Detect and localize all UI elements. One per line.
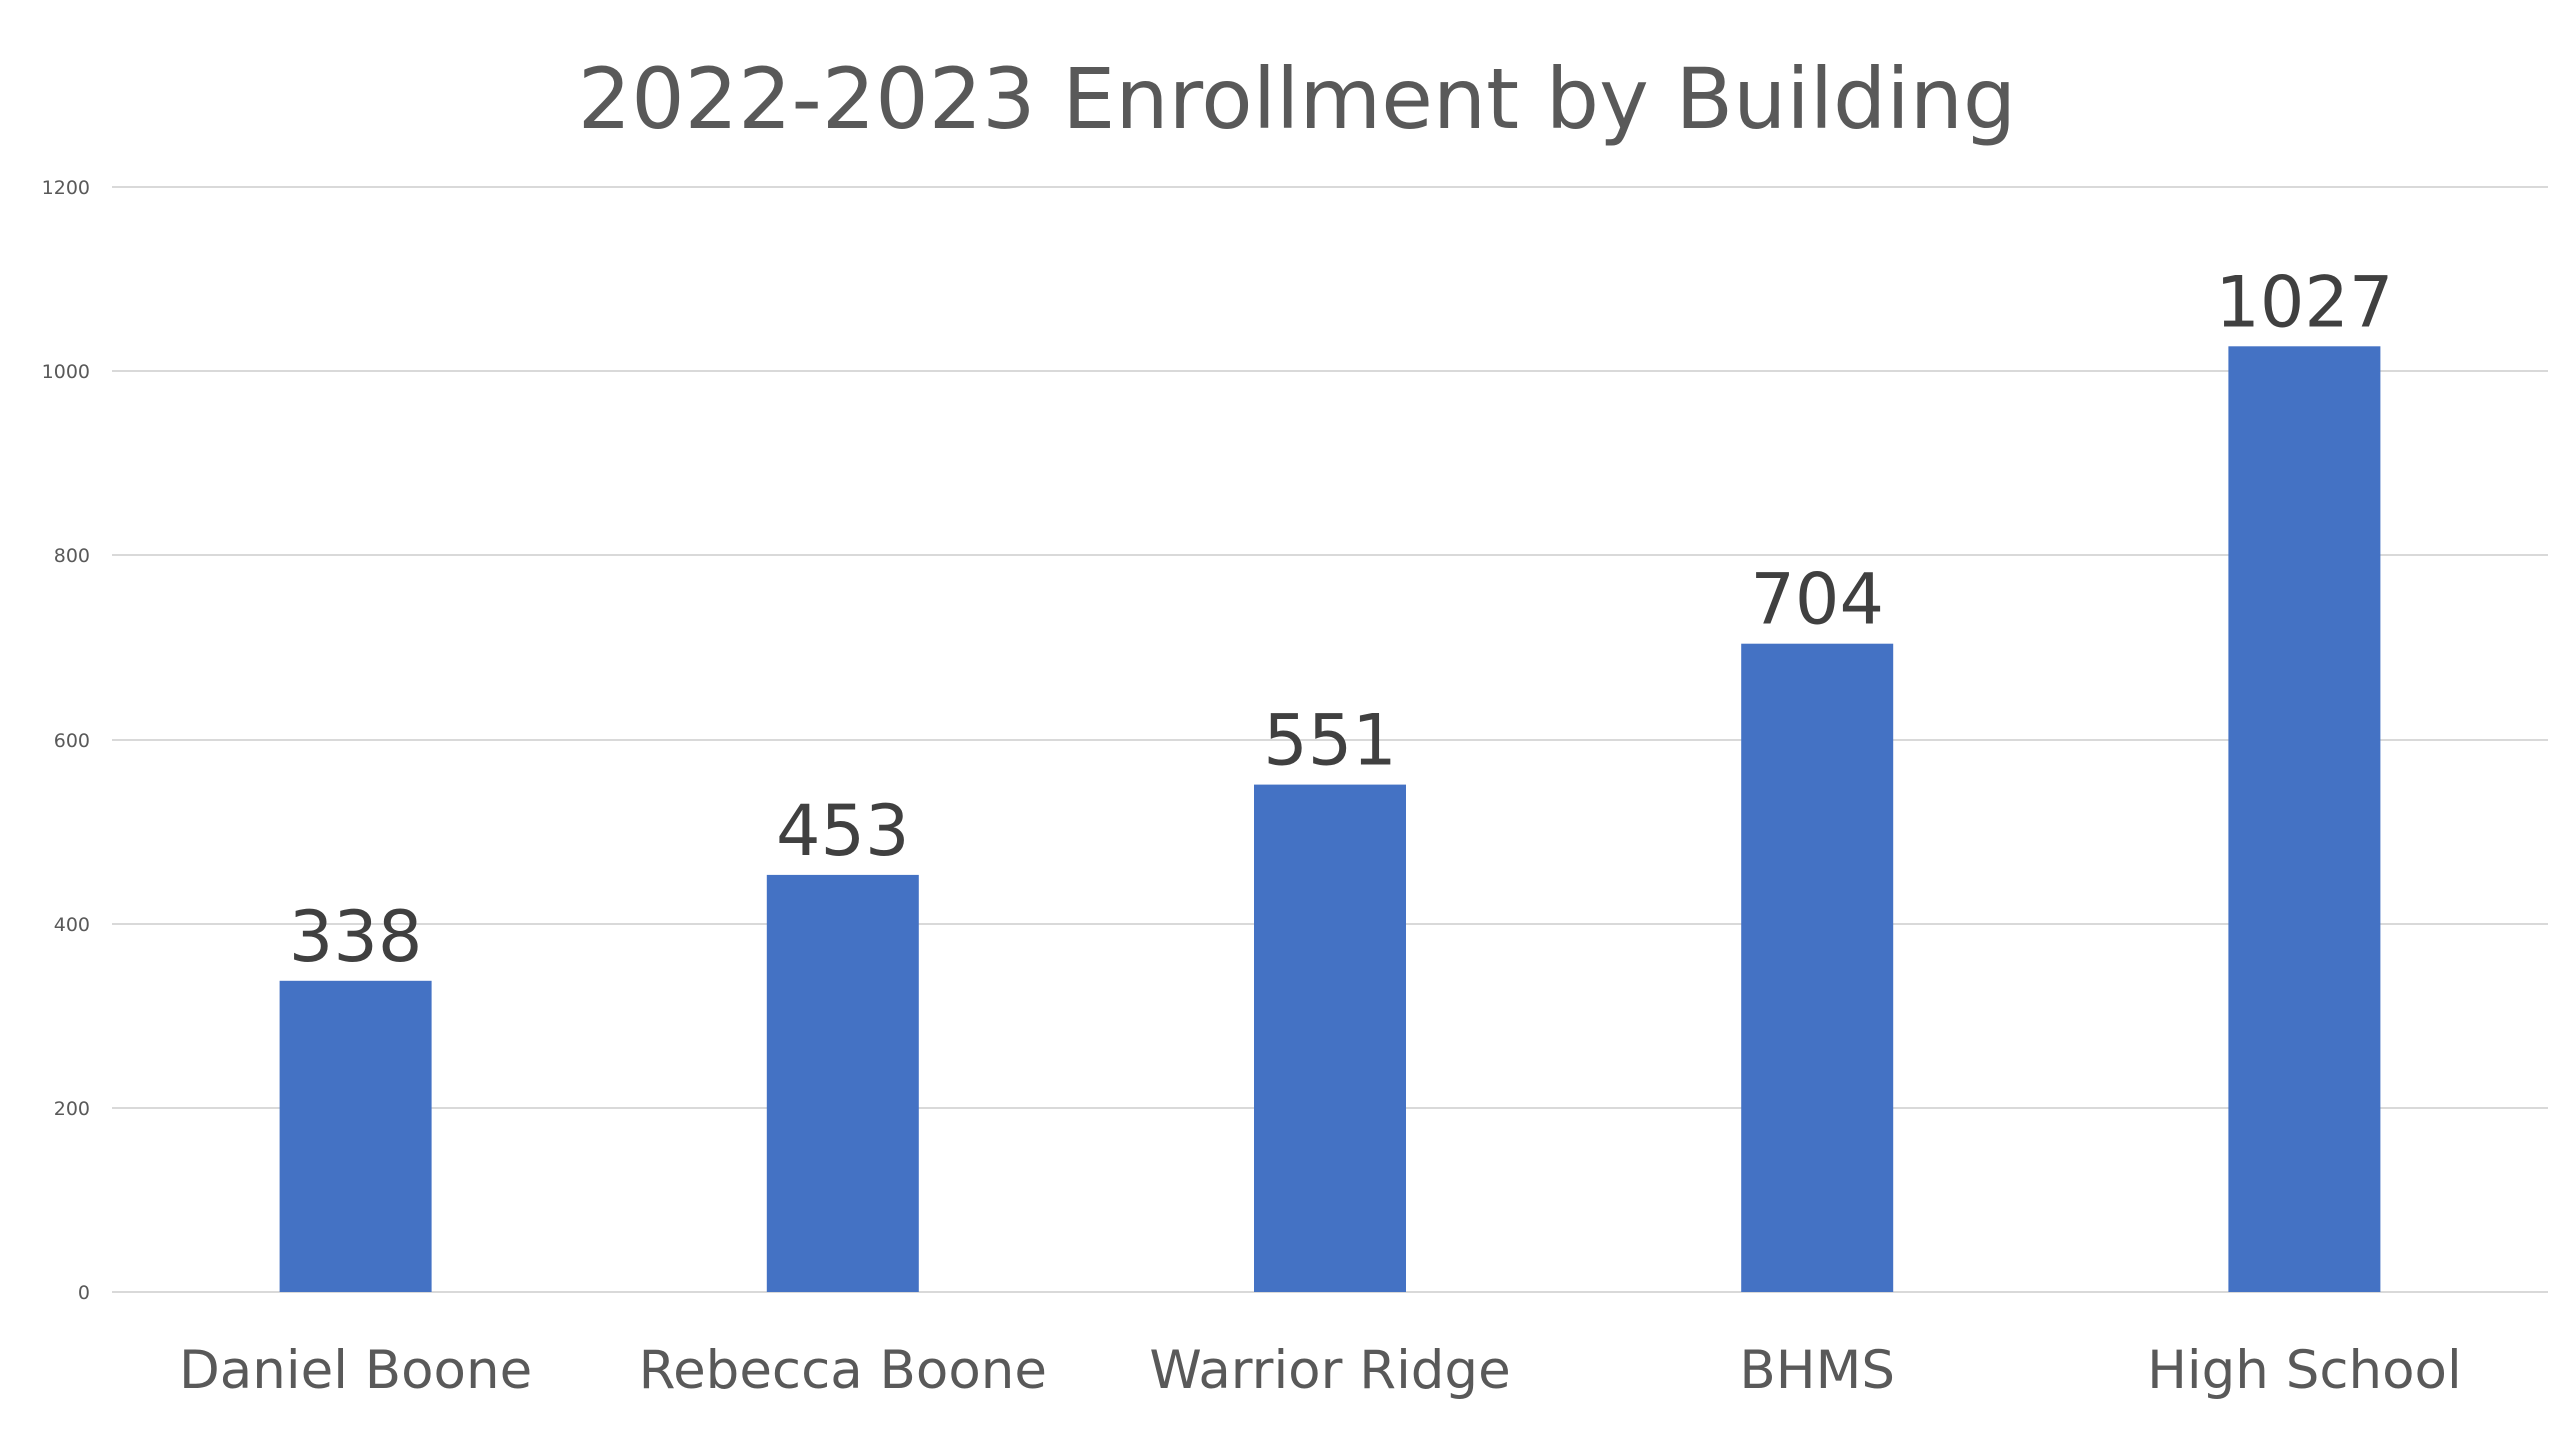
bar-rebecca-boone — [766, 874, 919, 1292]
data-label: 338 — [289, 896, 423, 978]
y-tick-label: 600 — [54, 730, 90, 752]
y-tick-label: 400 — [54, 914, 90, 936]
data-label: 453 — [776, 790, 910, 872]
y-tick-label: 1000 — [42, 361, 90, 383]
data-label: 704 — [1750, 559, 1884, 641]
x-category-label: High School — [2147, 1340, 2462, 1401]
data-labels: 338 453 551 704 1027 — [289, 261, 2394, 978]
x-category-label: Daniel Boone — [179, 1340, 532, 1401]
bar-bhms — [1741, 643, 1894, 1292]
bar-warrior-ridge — [1254, 784, 1406, 1292]
x-category-label: BHMS — [1739, 1340, 1895, 1401]
x-category-label: Rebecca Boone — [639, 1340, 1047, 1401]
chart-title: 2022-2023 Enrollment by Building — [578, 50, 2017, 148]
y-tick-label: 200 — [54, 1098, 90, 1120]
bar-high-school — [2228, 346, 2381, 1292]
y-tick-label: 800 — [54, 545, 90, 567]
y-axis-tick-labels: 0 200 400 600 800 1000 1200 — [42, 177, 90, 1304]
bars — [279, 346, 2381, 1292]
x-axis-category-labels: Daniel Boone Rebecca Boone Warrior Ridge BH… — [179, 1340, 2462, 1401]
y-tick-label: 0 — [78, 1282, 90, 1304]
bar-daniel-boone — [279, 980, 432, 1292]
y-tick-label: 1200 — [42, 177, 90, 199]
data-label: 1027 — [2215, 261, 2393, 343]
x-category-label: Warrior Ridge — [1149, 1340, 1510, 1401]
data-label: 551 — [1263, 700, 1397, 782]
